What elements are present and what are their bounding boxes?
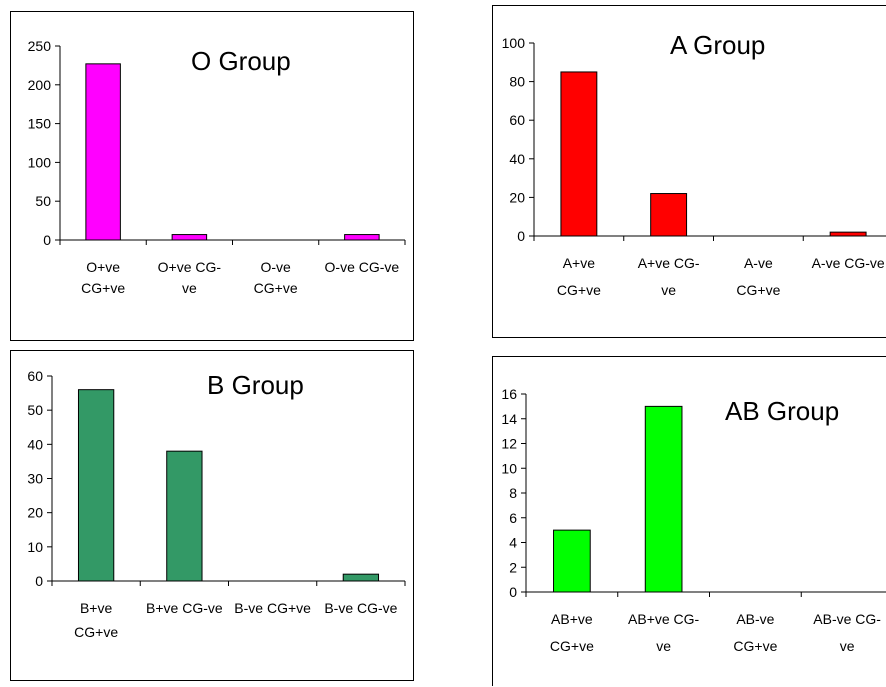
y-tick-label: 8 — [509, 485, 517, 501]
y-tick-label: 6 — [509, 510, 517, 526]
chart-title: O Group — [191, 46, 291, 76]
x-category-label: ve — [182, 280, 197, 296]
y-tick-label: 10 — [501, 460, 517, 476]
a-group-chart-panel: A Group 0 20 40 60 80 100 A+ve CG+ve A+ve CG-ve A-… — [492, 5, 886, 338]
x-category-label: ve — [661, 282, 676, 298]
y-tick-label: 150 — [28, 116, 52, 132]
y-tick-label: 20 — [27, 505, 43, 521]
o-group-chart: O Group 0 50 100 150 200 250 O+ve CG+ve O+ve CG-v… — [28, 38, 406, 296]
bar — [553, 529, 591, 593]
y-tick-label: 16 — [501, 386, 517, 402]
y-tick-label: 20 — [509, 189, 525, 205]
x-category-label: CG+ve — [733, 638, 777, 654]
y-tick-label: 50 — [27, 402, 43, 418]
y-tick-label: 4 — [509, 535, 517, 551]
bar — [644, 405, 683, 593]
x-category-label: B-ve CG-ve — [324, 600, 397, 616]
bar — [560, 71, 598, 237]
bar — [85, 63, 121, 241]
y-tick-label: 40 — [27, 436, 43, 452]
y-tick-label: 100 — [28, 154, 52, 170]
bar — [166, 450, 203, 582]
o-group-chart-panel: O Group 0 50 100 150 200 250 O+ve CG+ve O+ve CG-v… — [10, 11, 414, 341]
y-tick-label: 0 — [509, 584, 517, 600]
x-category-label: CG+ve — [557, 282, 601, 298]
bar — [829, 231, 867, 237]
x-category-label: B+ve CG-ve — [146, 600, 223, 616]
x-category-label: A+ve — [563, 255, 596, 271]
y-tick-label: 40 — [509, 151, 525, 167]
bar — [171, 234, 208, 241]
y-tick-label: 200 — [28, 77, 52, 93]
x-category-label: B+ve — [80, 600, 113, 616]
bar — [77, 389, 115, 582]
x-category-label: O+ve — [86, 259, 120, 275]
x-category-label: AB+ve CG- — [628, 611, 700, 627]
chart-title: A Group — [670, 30, 765, 60]
x-category-label: AB-ve — [736, 611, 774, 627]
y-tick-label: 10 — [27, 539, 43, 555]
ab-group-chart: AB Group 0 2 4 6 8 10 12 14 16 AB+ve CG+ve AB+ve CG-… — [501, 386, 886, 654]
x-category-label: AB-ve CG- — [813, 611, 881, 627]
y-tick-label: 100 — [502, 35, 526, 51]
y-tick-label: 0 — [35, 573, 43, 589]
b-group-chart-panel: B Group 0 10 20 30 40 50 60 B+ve CG+ve B+ve CG-ve B… — [10, 350, 414, 681]
bar — [344, 234, 380, 241]
y-tick-label: 0 — [43, 232, 51, 248]
x-category-label: B-ve CG+ve — [234, 600, 311, 616]
chart-title: AB Group — [725, 396, 839, 426]
x-category-label: CG+ve — [74, 624, 118, 640]
chart-title: B Group — [207, 370, 304, 400]
y-tick-label: 12 — [501, 436, 517, 452]
bar — [342, 573, 380, 582]
b-group-chart: B Group 0 10 20 30 40 50 60 B+ve CG+ve B+ve CG-ve B… — [27, 368, 406, 640]
x-category-label: O-ve CG-ve — [325, 259, 400, 275]
x-category-label: CG+ve — [550, 638, 594, 654]
y-tick-label: 2 — [509, 559, 517, 575]
x-category-label: CG+ve — [254, 280, 298, 296]
y-tick-label: 250 — [28, 38, 52, 54]
y-tick-label: 60 — [509, 112, 525, 128]
a-group-chart: A Group 0 20 40 60 80 100 A+ve CG+ve A+ve CG-ve A-… — [502, 30, 886, 298]
y-tick-label: 30 — [27, 471, 43, 487]
x-category-label: AB+ve — [551, 611, 593, 627]
y-tick-label: 14 — [501, 411, 517, 427]
x-category-label: ve — [656, 638, 671, 654]
x-category-label: A-ve CG-ve — [812, 255, 885, 271]
x-category-label: O+ve CG- — [158, 259, 222, 275]
y-tick-label: 0 — [517, 228, 525, 244]
x-category-label: A+ve CG- — [638, 255, 700, 271]
x-category-label: CG+ve — [736, 282, 780, 298]
ab-group-chart-panel: AB Group 0 2 4 6 8 10 12 14 16 AB+ve CG+ve AB+ve CG-… — [492, 356, 886, 686]
bar — [650, 193, 688, 237]
x-category-label: A-ve — [744, 255, 773, 271]
y-tick-label: 50 — [35, 193, 51, 209]
y-tick-label: 80 — [509, 74, 525, 90]
x-category-label: ve — [840, 638, 855, 654]
x-category-label: O-ve — [260, 259, 291, 275]
x-category-label: CG+ve — [81, 280, 125, 296]
y-tick-label: 60 — [27, 368, 43, 384]
